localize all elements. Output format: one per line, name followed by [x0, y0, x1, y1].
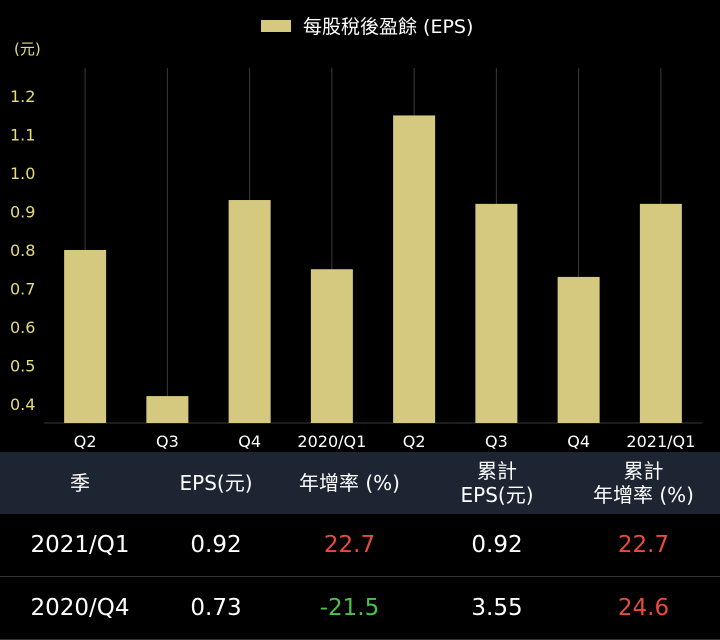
x-tick-label: 2021/Q1 — [626, 432, 695, 451]
header-eps: EPS(元) — [160, 471, 272, 495]
cell-yoy: -21.5 — [319, 595, 380, 621]
header-yoy: 年增率 (%) — [272, 471, 427, 495]
y-tick-label: 0.6 — [10, 318, 35, 337]
eps-table: 季 EPS(元) 年增率 (%) 累計 EPS(元) 累計 年增率 (%) 20… — [0, 452, 720, 640]
bar — [639, 203, 682, 423]
y-tick-label: 1.0 — [10, 164, 35, 183]
table-row[interactable]: 2021/Q1 0.92 22.7 0.92 22.7 — [0, 514, 720, 577]
cell-cum-yoy: 24.6 — [617, 595, 670, 621]
header-season: 季 — [0, 471, 160, 495]
bar — [557, 276, 600, 423]
bar — [393, 115, 436, 423]
x-tick-label: Q2 — [74, 432, 97, 451]
y-tick-label: 1.2 — [10, 87, 35, 106]
table-row[interactable]: 2020/Q4 0.73 -21.5 3.55 24.6 — [0, 577, 720, 640]
bar — [64, 250, 107, 423]
y-unit-label: (元) — [14, 40, 41, 58]
x-tick-label: 2020/Q1 — [297, 432, 366, 451]
x-tick-label: Q3 — [485, 432, 508, 451]
x-tick-label: Q4 — [238, 432, 261, 451]
cell-eps: 0.73 — [190, 595, 242, 621]
header-season-label: 季 — [70, 471, 90, 495]
bar — [475, 203, 518, 423]
header-cum-yoy-line2: 年增率 (%) — [593, 483, 694, 507]
y-tick-label: 0.8 — [10, 241, 35, 260]
header-cum-eps-line2: EPS(元) — [460, 483, 534, 507]
y-tick-label: 0.9 — [10, 203, 35, 222]
y-tick-label: 1.1 — [10, 126, 35, 145]
header-cum-yoy: 累計 年增率 (%) — [567, 459, 720, 507]
legend-swatch — [261, 20, 291, 32]
eps-bar-chart: 每股稅後盈餘 (EPS) (元) 0.4 0.5 0.6 0.7 0.8 0.9 1.0 1.1 1… — [10, 16, 702, 451]
bar — [310, 269, 353, 423]
header-eps-label: EPS(元) — [179, 471, 253, 495]
chart-svg: 每股稅後盈餘 (EPS) (元) 0.4 0.5 0.6 0.7 0.8 0.9 1.0 1.1 1… — [10, 16, 702, 451]
legend-label: 每股稅後盈餘 (EPS) — [303, 16, 473, 38]
cell-cum-yoy: 22.7 — [617, 532, 670, 558]
cell-eps: 0.92 — [190, 532, 242, 558]
header-yoy-label: 年增率 (%) — [299, 471, 400, 495]
cell-season: 2020/Q4 — [30, 595, 130, 621]
y-tick-label: 0.4 — [10, 395, 35, 414]
x-tick-label: Q2 — [403, 432, 426, 451]
y-tick-label: 0.5 — [10, 356, 35, 375]
cell-yoy: 22.7 — [323, 532, 376, 558]
bar — [228, 200, 271, 423]
cell-cum-eps: 0.92 — [471, 532, 523, 558]
header-cum-eps-line1: 累計 — [477, 459, 517, 483]
cell-cum-eps: 3.55 — [471, 595, 523, 621]
x-tick-label: Q3 — [156, 432, 179, 451]
header-cum-eps: 累計 EPS(元) — [427, 459, 567, 507]
cell-season: 2021/Q1 — [30, 532, 130, 558]
bar — [146, 396, 189, 423]
y-tick-label: 0.7 — [10, 279, 35, 298]
table-header: 季 EPS(元) 年增率 (%) 累計 EPS(元) 累計 年增率 (%) — [0, 452, 720, 514]
header-cum-yoy-line1: 累計 — [623, 459, 664, 483]
x-tick-label: Q4 — [567, 432, 590, 451]
